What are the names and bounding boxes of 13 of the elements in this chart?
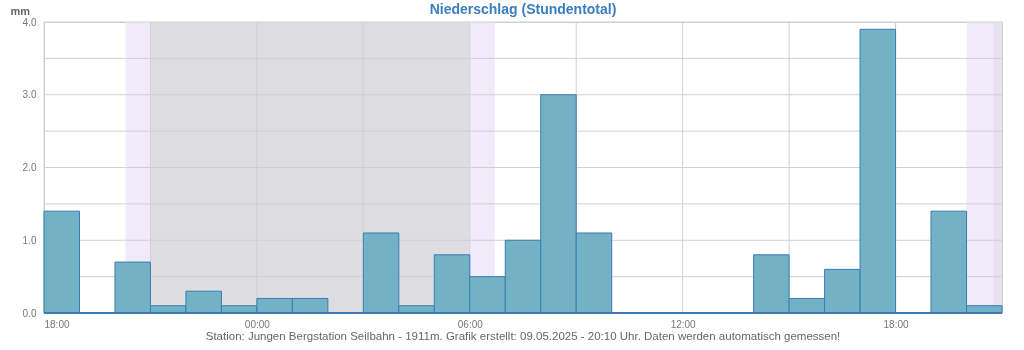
x-tick-label: 06:00 [457, 318, 484, 330]
x-tick-label: 00:00 [244, 318, 271, 330]
y-tick-label: 1.0 [22, 234, 37, 246]
chart-title: Niederschlag (Stundentotal) [429, 1, 617, 17]
y-tick-label: 4.0 [22, 16, 37, 28]
x-tick-label: 18:00 [883, 318, 909, 330]
x-tick-label: 12:00 [670, 318, 697, 330]
y-tick-label: 3.0 [22, 89, 37, 101]
y-axis-title: mm [10, 4, 31, 17]
y-tick-label: 0.0 [22, 307, 37, 319]
text: Station: Jungen Bergstation Seilbahn - 1911m. Grafik erstellt: 09.05.2025 - 20:10 Uhr. Daten werden automatisch gemessen! [205, 330, 841, 342]
x-tick-label: 18:00 [44, 318, 70, 330]
y-tick-label: 2.0 [22, 162, 37, 173]
